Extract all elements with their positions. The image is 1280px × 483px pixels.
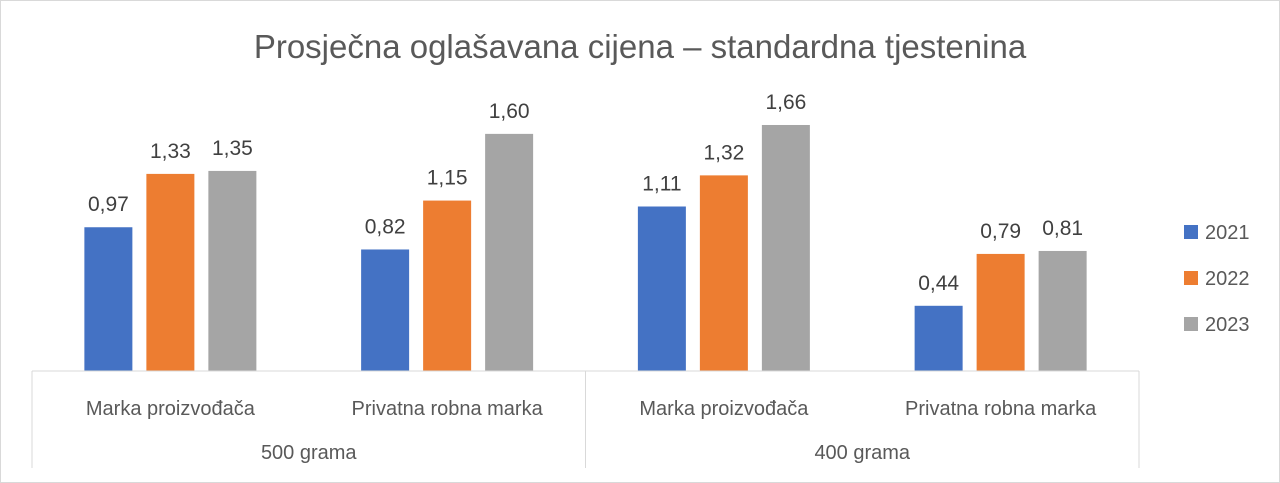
data-label-2021-1: 0,97 [88, 193, 129, 216]
bar-2023-1 [208, 170, 257, 371]
bar-2021-4 [914, 305, 963, 371]
bars-layer [84, 124, 1087, 371]
chart-title: Prosječna oglašavana cijena – standardna… [254, 28, 1027, 65]
data-label-2021-4: 0,44 [918, 272, 959, 295]
legend-swatch-2021 [1184, 225, 1198, 239]
bar-2021-1 [84, 227, 133, 371]
bar-2022-3 [699, 175, 748, 371]
data-label-2021-3: 1,11 [642, 172, 681, 195]
data-label-2022-2: 1,15 [427, 167, 468, 190]
bar-2022-1 [146, 173, 195, 371]
bar-2023-4 [1038, 250, 1087, 371]
bar-2021-3 [637, 206, 686, 371]
data-label-2023-4: 0,81 [1042, 217, 1083, 240]
legend-label-2022: 2022 [1205, 268, 1250, 290]
bar-2021-2 [361, 249, 410, 371]
legend-label-2023: 2023 [1205, 314, 1250, 336]
data-label-2023-3: 1,66 [765, 91, 806, 114]
category-label-1: Marka proizvođača [86, 398, 256, 420]
data-label-2022-1: 1,33 [150, 140, 191, 163]
data-label-2023-1: 1,35 [212, 137, 253, 160]
bar-2022-4 [976, 253, 1025, 371]
data-labels-layer: 0,97 1,33 1,35 0,82 1,15 1,60 1,11 1,32 1,66 0,44… [88, 91, 1083, 295]
legend-swatch-2022 [1184, 271, 1198, 285]
group-label-1: 500 grama [261, 442, 357, 464]
data-label-2021-2: 0,82 [365, 215, 406, 238]
category-label-4: Privatna robna marka [905, 398, 1097, 420]
legend-swatch-2023 [1184, 317, 1198, 331]
legend: 2021 2022 2023 [1184, 222, 1250, 336]
category-label-3: Marka proizvođača [639, 398, 809, 420]
legend-label-2021: 2021 [1205, 222, 1250, 244]
bar-2023-2 [485, 133, 534, 371]
data-label-2022-4: 0,79 [980, 220, 1021, 243]
bar-2023-3 [761, 124, 810, 371]
group-label-2: 400 grama [814, 442, 910, 464]
category-label-2: Privatna robna marka [352, 398, 544, 420]
category-axis: Marka proizvođača Privatna robna marka Mar… [31, 370, 1140, 468]
data-label-2022-3: 1,32 [703, 141, 744, 164]
bar-2022-2 [423, 200, 472, 371]
data-label-2023-2: 1,60 [489, 100, 530, 123]
